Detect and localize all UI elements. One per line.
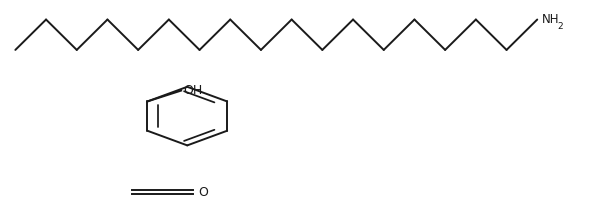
Text: NH: NH [542, 13, 560, 26]
Text: 2: 2 [557, 21, 562, 31]
Text: O: O [198, 186, 208, 199]
Text: OH: OH [184, 84, 203, 97]
